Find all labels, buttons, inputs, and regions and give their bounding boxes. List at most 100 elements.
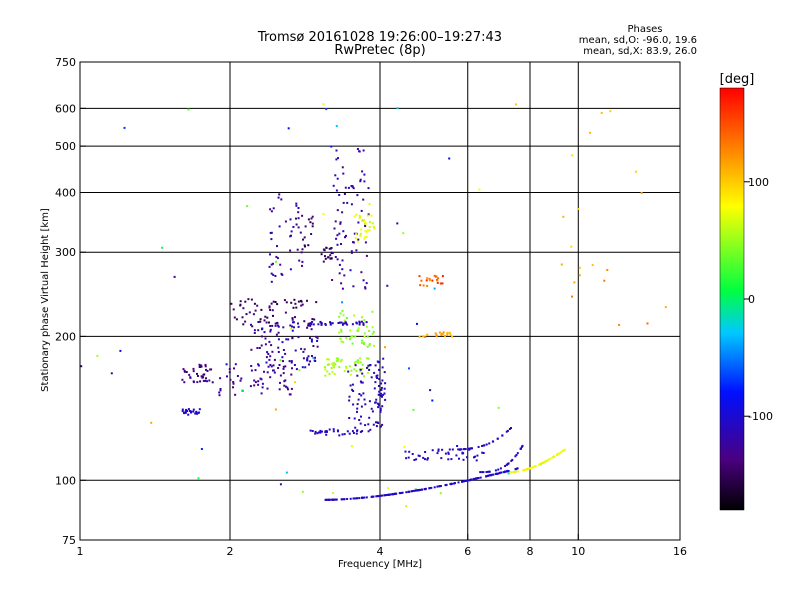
data-point bbox=[325, 430, 328, 432]
data-point bbox=[288, 393, 291, 396]
data-point bbox=[405, 457, 408, 460]
y-tick-label: 750 bbox=[55, 56, 76, 69]
data-point bbox=[378, 494, 381, 497]
data-point bbox=[271, 324, 274, 327]
data-point bbox=[346, 323, 349, 326]
data-point bbox=[431, 399, 434, 402]
data-point bbox=[235, 318, 238, 321]
data-point bbox=[303, 244, 306, 247]
data-point bbox=[353, 497, 356, 500]
data-point bbox=[498, 471, 501, 474]
data-point bbox=[378, 390, 381, 393]
data-point bbox=[297, 217, 300, 220]
data-point bbox=[316, 340, 319, 342]
data-point bbox=[365, 282, 368, 285]
data-point bbox=[313, 318, 316, 321]
data-point bbox=[367, 423, 370, 426]
data-point bbox=[264, 337, 267, 340]
data-point bbox=[328, 428, 331, 431]
data-point bbox=[256, 304, 259, 307]
data-point bbox=[219, 377, 222, 380]
data-point bbox=[359, 430, 362, 433]
data-point bbox=[270, 280, 273, 283]
data-point bbox=[336, 357, 339, 360]
data-point bbox=[373, 387, 376, 390]
data-point bbox=[481, 445, 484, 447]
data-point bbox=[282, 372, 285, 375]
data-point bbox=[495, 472, 498, 475]
data-point bbox=[325, 498, 328, 501]
data-point bbox=[600, 111, 603, 114]
data-point bbox=[365, 496, 368, 499]
data-point bbox=[339, 337, 342, 340]
data-point bbox=[263, 319, 266, 322]
data-point bbox=[332, 492, 335, 495]
data-point bbox=[603, 279, 606, 282]
data-point bbox=[368, 229, 371, 232]
data-point bbox=[358, 150, 361, 153]
data-point bbox=[309, 221, 312, 224]
data-point bbox=[562, 215, 565, 218]
data-point bbox=[318, 431, 320, 434]
data-point bbox=[230, 302, 233, 305]
data-point bbox=[298, 369, 301, 372]
data-point bbox=[325, 108, 328, 111]
data-point bbox=[376, 377, 379, 379]
data-point bbox=[218, 391, 221, 394]
data-point bbox=[400, 492, 403, 494]
data-point bbox=[459, 448, 462, 451]
data-point bbox=[513, 470, 516, 473]
data-point bbox=[300, 347, 303, 350]
data-point bbox=[272, 300, 275, 303]
data-point bbox=[185, 409, 188, 412]
data-point bbox=[290, 387, 293, 390]
data-point bbox=[355, 233, 358, 236]
data-point bbox=[363, 335, 366, 338]
x-tick-label: 10 bbox=[571, 545, 585, 558]
data-point bbox=[183, 370, 186, 373]
data-point bbox=[183, 381, 186, 384]
y-axis-ticks: 75 100 200 300 400 500 600 750 bbox=[55, 56, 86, 547]
data-point bbox=[362, 149, 365, 152]
data-point bbox=[294, 316, 296, 319]
data-point bbox=[383, 392, 386, 395]
data-point bbox=[358, 497, 361, 500]
data-point bbox=[300, 304, 303, 307]
data-point bbox=[252, 313, 255, 316]
data-point bbox=[368, 368, 371, 371]
data-point bbox=[359, 216, 362, 219]
data-point bbox=[345, 365, 348, 368]
data-point bbox=[368, 226, 371, 228]
data-point bbox=[330, 362, 333, 365]
data-point bbox=[364, 403, 367, 406]
data-point bbox=[505, 470, 508, 473]
data-point bbox=[349, 329, 352, 332]
data-point bbox=[382, 357, 385, 360]
data-point bbox=[338, 331, 341, 334]
data-point bbox=[259, 320, 262, 323]
data-point bbox=[261, 335, 263, 338]
data-point bbox=[275, 333, 278, 336]
data-point bbox=[245, 313, 248, 316]
data-point bbox=[578, 266, 581, 269]
data-point bbox=[359, 178, 362, 181]
data-point bbox=[321, 430, 323, 433]
data-point bbox=[254, 369, 257, 372]
data-point bbox=[410, 490, 413, 493]
data-point bbox=[371, 495, 374, 498]
data-point bbox=[326, 498, 329, 501]
data-point bbox=[367, 213, 370, 216]
data-point bbox=[270, 263, 273, 266]
data-point bbox=[378, 378, 381, 380]
data-point bbox=[253, 332, 256, 334]
data-point bbox=[457, 481, 460, 484]
data-point bbox=[301, 264, 303, 267]
data-point bbox=[414, 489, 417, 492]
data-point bbox=[310, 217, 313, 220]
data-point bbox=[355, 432, 358, 435]
data-point bbox=[508, 428, 511, 430]
data-point bbox=[324, 368, 327, 371]
data-point bbox=[345, 317, 348, 319]
data-point bbox=[247, 298, 250, 301]
data-point bbox=[507, 472, 510, 475]
